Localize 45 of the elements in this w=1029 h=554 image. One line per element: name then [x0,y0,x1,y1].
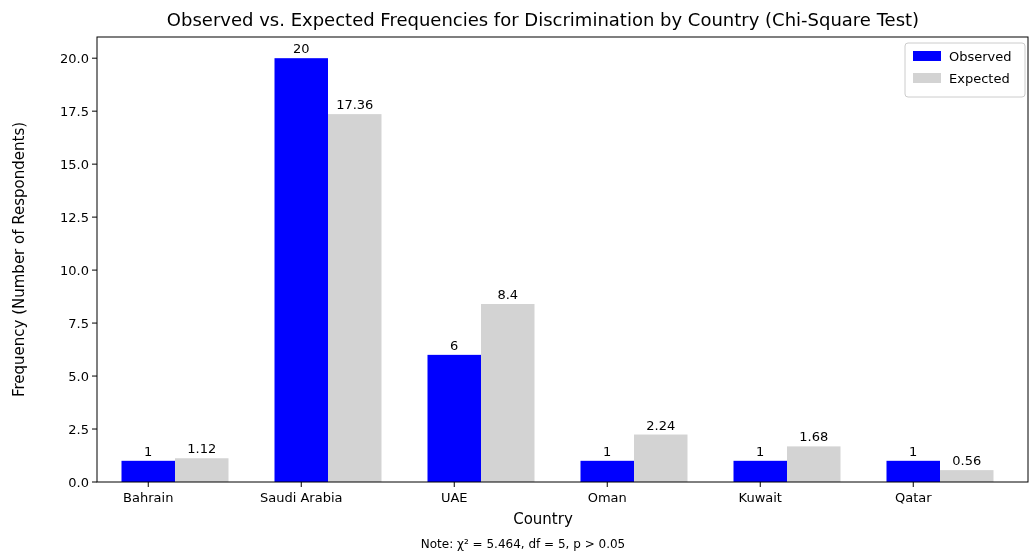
data-label: 1 [603,443,612,459]
data-label: 6 [450,337,459,353]
bar [787,446,841,482]
x-axis-title: Country [513,510,573,528]
data-label: 8.4 [497,287,519,302]
x-tick-label: Kuwait [738,490,782,505]
x-tick-label: Saudi Arabia [260,490,343,505]
data-label: 2.24 [646,417,676,433]
y-tick-label: 10.0 [60,262,89,278]
data-label: 1 [909,443,918,459]
y-tick-label: 12.5 [60,209,89,225]
bar [634,434,688,482]
data-label: 1.12 [187,441,217,457]
bar [274,58,328,482]
data-label: 1.68 [799,429,829,445]
y-tick-label: 5.0 [68,368,89,384]
legend-label: Expected [949,70,1010,86]
bar [481,304,535,482]
x-tick-label: Bahrain [123,490,174,505]
data-label: 1 [756,443,765,459]
legend-label: Observed [949,48,1012,64]
y-tick-label: 0.0 [68,474,89,490]
data-label: 17.36 [336,97,374,113]
y-tick-label: 20.0 [60,50,89,66]
x-tick-label: UAE [440,490,468,505]
bar [427,354,481,482]
x-tick-label: Qatar [894,490,933,505]
chart-title: Observed vs. Expected Frequencies for Discrimination by Country (Chi-Square Test) [166,9,920,30]
y-tick-label: 2.5 [68,421,89,437]
bar [175,458,229,482]
y-tick-label: 15.0 [60,156,89,172]
data-label: 0.56 [952,453,982,469]
data-label: 20 [292,41,310,57]
y-tick-label: 7.5 [68,315,89,331]
bar [886,460,940,482]
bar [940,470,994,482]
bar [580,460,634,482]
y-axis-title: Frequency (Number of Respondents) [10,121,28,398]
bar [121,460,175,482]
bar [328,114,382,482]
x-tick-label: Oman [587,490,627,505]
y-tick-label: 17.5 [60,103,89,119]
data-label: 1 [144,443,153,459]
bar [733,460,787,482]
text: Note: χ² = 5.464, df = 5, p > 0.05 [420,537,626,551]
